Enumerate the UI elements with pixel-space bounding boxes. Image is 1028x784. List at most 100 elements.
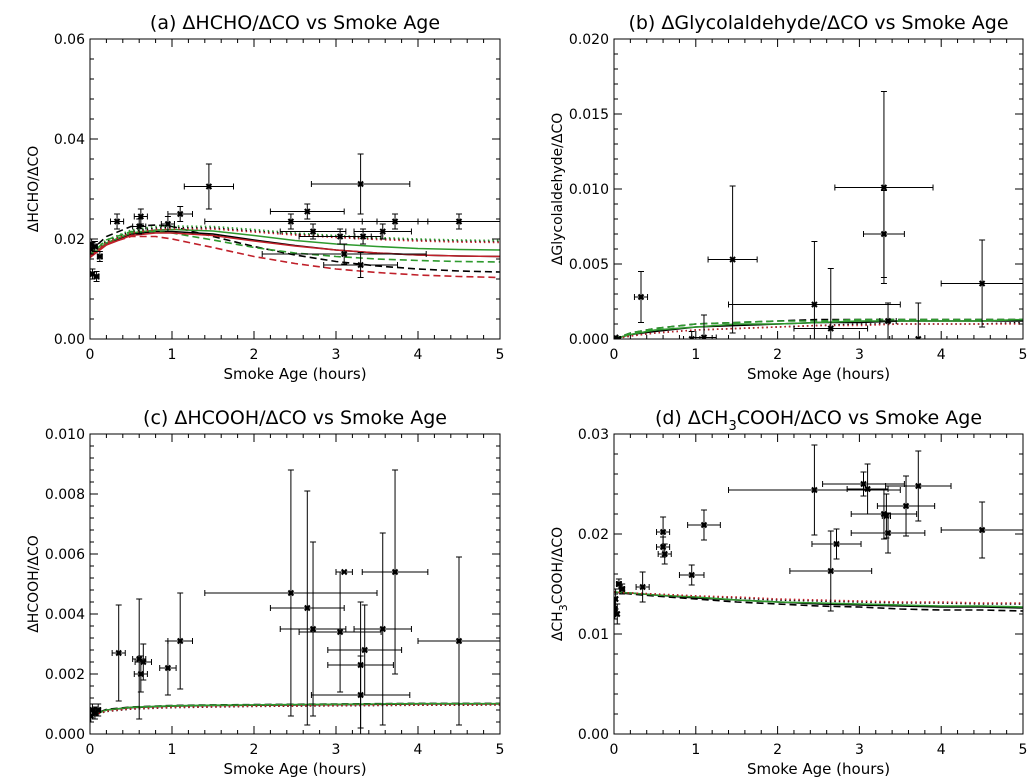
plot-area (90, 469, 500, 734)
model-line-4 (614, 318, 1023, 339)
observation-point (353, 223, 412, 240)
plot-area (90, 153, 500, 282)
observation-point (728, 241, 901, 339)
y-tick-label: 0.010 (569, 182, 609, 198)
x-marker (357, 261, 364, 269)
x-marker (811, 486, 818, 494)
x-marker (336, 628, 344, 636)
plot-area (614, 444, 1023, 625)
observation-point (793, 268, 869, 339)
x-axis-label: Smoke Age (hours) (223, 365, 366, 383)
observation-point (940, 501, 1023, 559)
x-marker (137, 670, 145, 678)
x-tick-label: 4 (414, 742, 423, 758)
x-tick-label: 4 (937, 742, 946, 758)
observation-point (811, 528, 862, 560)
chart-title: (c) ΔHCOOH/ΔCO vs Smoke Age (143, 407, 447, 429)
observation-point (618, 583, 626, 595)
x-tick-label: 2 (773, 742, 782, 758)
observation-point (159, 640, 177, 696)
x-tick-label: 0 (610, 347, 619, 363)
chart-title: (b) ΔGlycolaldehyde/ΔCO vs Smoke Age (628, 12, 1008, 34)
y-tick-label: 0.02 (578, 527, 609, 543)
x-marker (880, 230, 888, 238)
x-marker (916, 335, 922, 339)
x-tick-label: 5 (496, 347, 505, 363)
x-marker (309, 228, 317, 235)
axes-frame (613, 433, 1024, 735)
x-marker (827, 325, 834, 332)
observation-point (361, 469, 429, 675)
x-marker (978, 280, 986, 287)
x-marker (359, 233, 367, 240)
axes-frame (613, 38, 1024, 340)
x-tick-label: 3 (855, 742, 864, 758)
observation-point (850, 512, 926, 554)
x-marker (902, 502, 910, 510)
x-marker (90, 270, 96, 278)
y-axis-label: ΔHCHO/ΔCO (26, 146, 42, 233)
x-tick-label: 0 (86, 742, 95, 758)
observation-point (298, 571, 382, 693)
plot-area (614, 91, 1023, 339)
x-marker (884, 317, 892, 325)
title-subscript: 3 (728, 419, 736, 434)
x-marker (391, 568, 399, 576)
chart-title: (a) ΔHCHO/ΔCO vs Smoke Age (150, 12, 440, 34)
model-line-0 (614, 320, 1023, 339)
observation-point (160, 216, 175, 232)
x-marker (659, 528, 667, 536)
x-marker (688, 335, 694, 339)
model-line-4 (90, 230, 500, 263)
chart-panel-d: 0 1 2 3 4 50.000.010.020.03(d) ΔCH3COOH/ΔCO v… (550, 407, 1027, 778)
observation-point (885, 450, 952, 522)
x-marker (115, 649, 122, 657)
y-axis-label: ΔHCOOH/ΔCO (26, 535, 42, 633)
model-line-1 (90, 224, 500, 273)
chart-title: (d) ΔCH3COOH/ΔCO vs Smoke Age (655, 407, 982, 434)
x-marker (164, 220, 172, 228)
observation-point (417, 556, 500, 726)
observation-point (656, 516, 671, 548)
y-tick-label: 0.00 (54, 332, 85, 348)
x-tick-label: 5 (496, 742, 505, 758)
x-tick-label: 3 (332, 347, 341, 363)
title-part: COOH/ΔCO vs Smoke Age (737, 407, 982, 429)
x-tick-label: 0 (610, 742, 619, 758)
y-tick-label: 0.008 (45, 487, 85, 503)
y-tick-label: 0.004 (45, 607, 85, 623)
x-marker (880, 184, 888, 191)
x-marker (287, 218, 295, 225)
observation-point (111, 604, 126, 702)
model-line-3 (614, 591, 1023, 608)
y-tick-label: 0.02 (54, 232, 85, 248)
model-line-5 (614, 323, 1023, 339)
x-tick-label: 5 (1019, 742, 1028, 758)
observation-point (204, 213, 378, 230)
observation-point (687, 509, 721, 541)
x-marker (140, 658, 147, 666)
observation-point (728, 444, 901, 536)
x-tick-label: 2 (250, 742, 259, 758)
observation-point (657, 543, 672, 565)
y-axis-label: ΔCH3COOH/ΔCO (550, 527, 570, 641)
y-tick-label: 0.005 (569, 257, 609, 273)
x-tick-label: 3 (855, 347, 864, 363)
y-tick-label: 0.04 (54, 132, 85, 148)
x-marker (91, 243, 99, 250)
observation-point (167, 592, 193, 690)
observation-point (204, 469, 378, 717)
x-marker (304, 208, 311, 215)
x-marker (90, 240, 95, 248)
observation-point (335, 568, 353, 576)
x-marker (639, 583, 646, 591)
x-marker (811, 301, 818, 308)
x-marker (615, 580, 623, 588)
x-marker (455, 637, 463, 645)
x-tick-label: 0 (86, 347, 95, 363)
y-tick-label: 0.00 (578, 727, 609, 743)
observation-point (310, 655, 411, 734)
x-marker (915, 335, 920, 339)
y-tick-label: 0.01 (578, 627, 609, 643)
observation-point (96, 251, 104, 262)
